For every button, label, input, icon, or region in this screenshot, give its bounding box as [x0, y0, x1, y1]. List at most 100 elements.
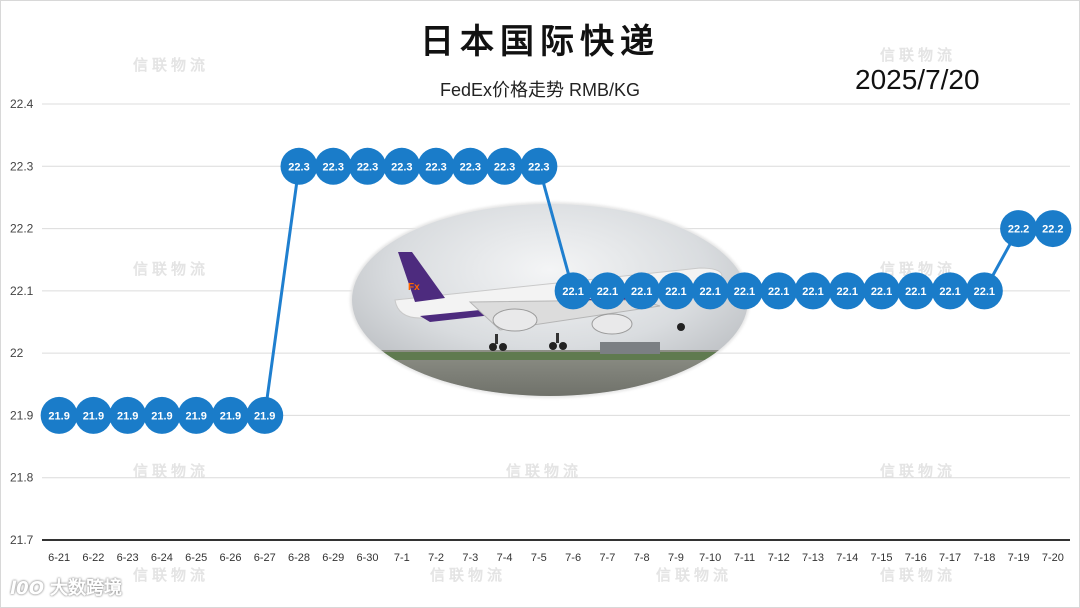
data-point: [74, 396, 112, 434]
data-point: [691, 272, 729, 310]
watermark: 信联物流: [506, 462, 583, 480]
data-point: [246, 396, 284, 434]
y-tick-label: 22.4: [10, 97, 34, 111]
brand-logo-mark: l0O: [10, 578, 44, 599]
x-tick-label: 7-15: [871, 552, 893, 564]
data-label: 22.3: [391, 161, 412, 173]
watermark: 信联物流: [880, 462, 957, 480]
data-point: [588, 272, 626, 310]
watermark: 信联物流: [880, 260, 957, 278]
x-tick-label: 7-12: [768, 552, 790, 564]
brand-logo: l0O 大数跨境: [10, 574, 122, 600]
y-tick-label: 21.8: [10, 471, 34, 485]
y-tick-label: 21.9: [10, 408, 34, 422]
x-tick-label: 7-1: [394, 552, 410, 564]
y-tick-label: 22.3: [10, 159, 34, 173]
data-label: 22.2: [1042, 224, 1063, 236]
data-point: [314, 147, 352, 185]
data-point: [760, 272, 798, 310]
data-point: [623, 272, 661, 310]
x-tick-label: 7-19: [1008, 552, 1030, 564]
data-label: 22.1: [734, 286, 755, 298]
watermark: 信联物流: [133, 566, 210, 584]
x-tick-label: 7-13: [802, 552, 824, 564]
watermark: 信联物流: [133, 56, 210, 74]
data-label: 21.9: [254, 410, 275, 422]
data-label: 22.1: [562, 286, 583, 298]
y-tick-label: 22.1: [10, 284, 34, 298]
x-tick-label: 7-2: [428, 552, 444, 564]
data-point: [725, 272, 763, 310]
data-point: [143, 396, 181, 434]
watermark: 信联物流: [880, 46, 957, 64]
x-tick-label: 6-26: [219, 552, 241, 564]
x-tick-label: 6-22: [82, 552, 104, 564]
date-label: 2025/7/20: [855, 64, 980, 95]
y-tick-label: 22.2: [10, 222, 34, 236]
data-label: 22.1: [939, 286, 960, 298]
data-point: [965, 272, 1003, 310]
watermark: 信联物流: [133, 462, 210, 480]
x-tick-label: 7-17: [939, 552, 961, 564]
data-point: [211, 396, 249, 434]
watermark: 信联物流: [880, 566, 957, 584]
data-point: [794, 272, 832, 310]
data-label: 22.1: [905, 286, 926, 298]
y-tick-label: 22: [10, 346, 24, 360]
data-label: 22.1: [597, 286, 618, 298]
data-point: [828, 272, 866, 310]
data-label: 22.3: [528, 161, 549, 173]
y-tick-label: 21.7: [10, 533, 34, 547]
x-tick-label: 6-21: [48, 552, 70, 564]
data-label: 22.3: [288, 161, 309, 173]
watermark: 信联物流: [133, 260, 210, 278]
data-point: [1034, 210, 1072, 248]
data-label: 22.2: [1008, 224, 1029, 236]
data-label: 22.1: [974, 286, 995, 298]
data-label: 21.9: [151, 410, 172, 422]
data-label: 22.1: [837, 286, 858, 298]
data-label: 22.3: [323, 161, 344, 173]
data-label: 22.1: [768, 286, 789, 298]
x-tick-label: 7-6: [565, 552, 581, 564]
data-point: [417, 147, 455, 185]
x-tick-label: 7-9: [668, 552, 684, 564]
page-title: 日本国际快递: [420, 22, 660, 62]
x-tick-label: 6-28: [288, 552, 310, 564]
svg-text:Fx: Fx: [408, 282, 420, 293]
data-point: [280, 147, 318, 185]
data-label: 21.9: [185, 410, 206, 422]
data-label: 22.1: [665, 286, 686, 298]
x-tick-label: 7-16: [905, 552, 927, 564]
data-label: 21.9: [83, 410, 104, 422]
data-label: 21.9: [220, 410, 241, 422]
data-point: [486, 147, 524, 185]
data-point: [451, 147, 489, 185]
data-label: 22.1: [871, 286, 892, 298]
data-label: 22.3: [494, 161, 515, 173]
x-tick-label: 6-25: [185, 552, 207, 564]
data-label: 22.3: [357, 161, 378, 173]
data-point: [40, 396, 78, 434]
data-point: [1000, 210, 1038, 248]
data-point: [520, 147, 558, 185]
x-tick-label: 7-3: [462, 552, 478, 564]
data-label: 22.1: [699, 286, 720, 298]
data-label: 22.1: [802, 286, 823, 298]
brand-name: 大数跨境: [50, 578, 122, 599]
x-tick-label: 6-27: [254, 552, 276, 564]
watermark: 信联物流: [430, 566, 507, 584]
x-tick-label: 7-18: [973, 552, 995, 564]
data-label: 22.3: [460, 161, 481, 173]
x-tick-label: 7-5: [531, 552, 547, 564]
x-tick-label: 7-14: [836, 552, 858, 564]
chart-subtitle: FedEx价格走势 RMB/KG: [439, 80, 641, 100]
data-point: [383, 147, 421, 185]
data-label: 21.9: [117, 410, 138, 422]
x-tick-label: 6-23: [117, 552, 139, 564]
data-label: 22.1: [631, 286, 652, 298]
x-tick-label: 7-8: [634, 552, 650, 564]
data-point: [554, 272, 592, 310]
x-tick-label: 7-4: [497, 552, 513, 564]
x-tick-label: 6-24: [151, 552, 173, 564]
